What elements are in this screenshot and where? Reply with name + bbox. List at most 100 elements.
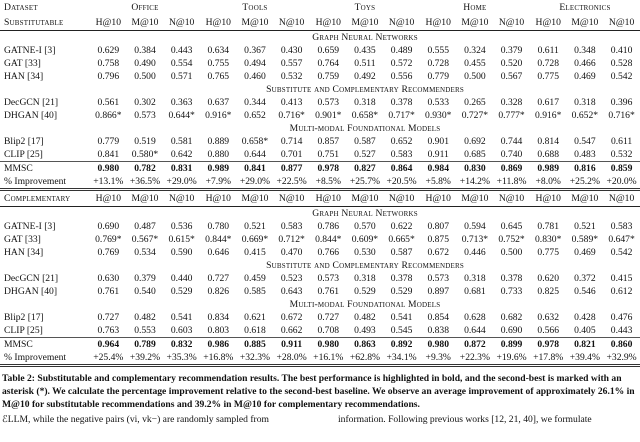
- metric-header: N@10: [163, 15, 200, 31]
- improvement-value: +19.6%: [493, 351, 530, 367]
- metric-value: 0.727: [97, 312, 120, 323]
- table-row: CLIP [25] 0.841 0.580* 0.642 0.880 0.644 0.701…: [0, 148, 640, 162]
- metric-value: 0.500: [464, 71, 486, 82]
- metric-value: 0.348: [574, 45, 596, 56]
- metric-value: 0.566: [537, 325, 559, 336]
- metric-value: 0.978: [529, 337, 567, 351]
- metric-header: N@10: [273, 189, 310, 207]
- group-row: Substitute and Complementary Recommender…: [0, 83, 640, 96]
- metric-value: 0.469: [574, 71, 596, 82]
- dataset-header: Electronics: [559, 2, 611, 13]
- metric-value: 0.964: [90, 337, 127, 351]
- metric-value: 0.672: [427, 247, 450, 258]
- metric-value: 0.911: [427, 149, 449, 160]
- metric-value: 0.769*: [95, 234, 122, 245]
- metric-value: 0.854: [427, 312, 450, 323]
- improvement-value: +25.4%: [90, 351, 127, 367]
- metric-value: 0.869: [493, 161, 530, 175]
- metric-value: 0.617: [537, 97, 559, 108]
- metric-value: 0.796: [97, 71, 120, 82]
- metric-value: 0.642: [170, 149, 193, 160]
- metric-value: 0.872: [456, 337, 494, 351]
- group-spacer: [0, 298, 90, 311]
- metric-value: 0.529: [390, 286, 413, 297]
- table-caption: Table 2: Substitutable and complementary…: [2, 373, 635, 410]
- metric-value: 0.652*: [571, 110, 599, 121]
- metric-value: 0.728: [537, 58, 559, 69]
- metric-value: 0.265: [464, 97, 486, 108]
- group-row: Graph Neural Networks: [0, 31, 640, 45]
- metric-value: 0.789: [126, 337, 164, 351]
- metric-value: 0.765: [207, 71, 230, 82]
- metric-value: 0.410: [610, 45, 633, 56]
- metric-value: 0.585: [244, 286, 266, 297]
- metric-value: 0.611: [537, 45, 559, 56]
- body-text-left: ℰLLM, while the negative pairs (vi, vk−)…: [2, 414, 269, 425]
- metric-value: 0.459: [244, 273, 266, 284]
- metric-value: 0.727: [317, 312, 340, 323]
- metric-value: 0.523: [280, 273, 303, 284]
- improvement-value: +9.3%: [419, 351, 457, 367]
- metric-value: 0.658*: [351, 110, 379, 121]
- section-header-row: Complementary H@10 M@10 N@10 H@10 M@10 N@10 H@1…: [0, 189, 640, 207]
- metric-value: 0.986: [199, 337, 237, 351]
- improvement-value: +25.2%: [566, 175, 604, 191]
- metric-value: 0.466: [574, 58, 596, 69]
- metric-value: 0.511: [354, 58, 376, 69]
- metric-value: 0.476: [610, 312, 633, 323]
- metric-value: 0.764: [317, 58, 340, 69]
- metric-value: 0.681: [464, 286, 486, 297]
- metric-value: 0.834: [207, 312, 230, 323]
- metric-value: 0.469: [574, 247, 596, 258]
- metric-value: 0.646: [207, 247, 230, 258]
- metric-value: 0.803: [207, 325, 230, 336]
- metric-value: 0.546: [574, 286, 596, 297]
- metric-value: 0.662: [280, 325, 303, 336]
- metric-value: 0.440: [170, 273, 193, 284]
- improvement-value: +36.5%: [126, 175, 164, 191]
- metric-value: 0.830: [456, 161, 494, 175]
- metric-value: 0.779: [427, 71, 450, 82]
- group-row: Substitute and Complementary Recommender…: [0, 259, 640, 272]
- model-name: GAT [33]: [4, 58, 41, 69]
- metric-value: 0.587: [354, 136, 376, 147]
- group-spacer: [0, 259, 90, 272]
- metric-value: 0.644: [464, 325, 486, 336]
- metric-header: M@10: [236, 189, 274, 207]
- metric-header: N@10: [493, 15, 530, 31]
- metric-value: 0.727*: [461, 110, 489, 121]
- section-label: Complementary: [0, 189, 90, 207]
- improvement-value: +62.8%: [346, 351, 384, 367]
- group-spacer: [0, 122, 90, 135]
- dataset-header: Tools: [242, 2, 268, 13]
- group-row: Multi-modal Foundational Models: [0, 122, 640, 135]
- group-row: Multi-modal Foundational Models: [0, 298, 640, 311]
- model-name: CLIP [25]: [4, 149, 43, 160]
- body-text: ℰLLM, while the negative pairs (vi, vk−)…: [0, 413, 640, 426]
- table-row: HAN [34] 0.769 0.534 0.590 0.646 0.415 0.470 0.…: [0, 246, 640, 259]
- metric-value: 0.830*: [535, 234, 562, 245]
- metric-value: 0.761: [317, 286, 340, 297]
- improvement-value: +29.0%: [163, 175, 200, 191]
- group-title: Substitute and Complementary Recommender…: [266, 84, 464, 95]
- metric-value: 0.378: [390, 273, 413, 284]
- metric-value: 0.665*: [388, 234, 415, 245]
- metric-value: 0.302: [134, 97, 156, 108]
- metric-value: 0.379: [500, 45, 523, 56]
- dataset-header: Home: [463, 2, 487, 13]
- metric-value: 0.645: [500, 221, 523, 232]
- metric-value: 0.841: [236, 161, 274, 175]
- metric-value: 0.378: [500, 273, 523, 284]
- table-row: GAT [33] 0.758 0.490 0.554 0.755 0.494 0.557 0.…: [0, 57, 640, 70]
- improvement-value: +14.2%: [456, 175, 494, 191]
- model-name: HAN [34]: [4, 71, 44, 82]
- group-spacer: [0, 83, 90, 96]
- improvement-value: +7.9%: [199, 175, 237, 191]
- metric-value: 0.615*: [168, 234, 195, 245]
- metric-value: 0.780: [207, 221, 230, 232]
- metric-value: 0.863: [346, 337, 384, 351]
- metric-value: 0.529: [354, 286, 376, 297]
- metric-value: 0.487: [134, 221, 156, 232]
- metric-value: 0.782: [126, 161, 164, 175]
- metric-value: 0.482: [134, 312, 156, 323]
